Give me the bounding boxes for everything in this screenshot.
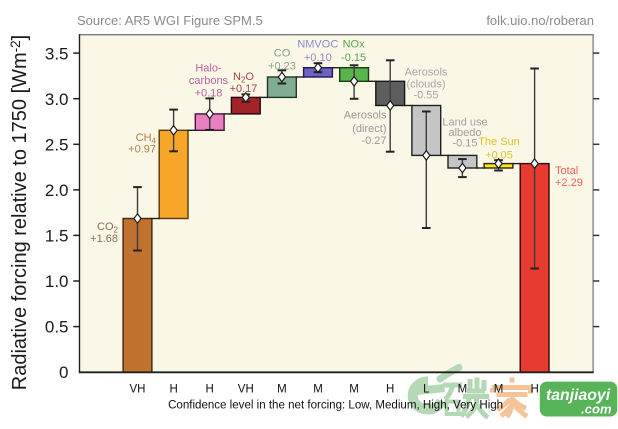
svg-text:M: M <box>458 384 468 396</box>
svg-text:CH4: CH4 <box>136 132 157 146</box>
svg-text:NMVOC: NMVOC <box>297 39 338 51</box>
svg-text:VH: VH <box>238 384 254 396</box>
svg-text:NOx: NOx <box>343 39 366 51</box>
svg-text:+2.29: +2.29 <box>555 177 583 189</box>
svg-text:VH: VH <box>130 384 146 396</box>
svg-text:+0.10: +0.10 <box>304 52 332 64</box>
svg-text:-0.15: -0.15 <box>341 52 366 64</box>
svg-text:3.0: 3.0 <box>45 90 69 109</box>
svg-text:Source: AR5 WGI Figure SPM.5: Source: AR5 WGI Figure SPM.5 <box>77 13 263 28</box>
svg-text:albedo: albedo <box>448 127 481 139</box>
svg-text:0.5: 0.5 <box>45 318 69 337</box>
svg-text:+0.18: +0.18 <box>195 87 223 99</box>
svg-text:H: H <box>386 384 394 396</box>
svg-text:Aerosols: Aerosols <box>344 109 387 121</box>
svg-text:+0.05: +0.05 <box>485 149 513 161</box>
svg-text:The Sun: The Sun <box>478 136 520 148</box>
svg-text:-0.27: -0.27 <box>361 135 386 147</box>
svg-text:-0.15: -0.15 <box>452 138 477 150</box>
svg-text:folk.uio.no/roberan: folk.uio.no/roberan <box>486 13 594 28</box>
svg-text:Land use: Land use <box>442 117 487 129</box>
svg-text:tanjiaoyi: tanjiaoyi <box>546 387 611 404</box>
svg-text:CO2: CO2 <box>97 221 119 235</box>
svg-text:3.5: 3.5 <box>45 44 69 63</box>
svg-text:1.5: 1.5 <box>45 227 69 246</box>
svg-text:H: H <box>530 384 538 396</box>
svg-text:Total: Total <box>555 165 578 177</box>
svg-text:.com: .com <box>581 402 612 417</box>
svg-text:H: H <box>206 384 214 396</box>
svg-text:M: M <box>349 384 359 396</box>
svg-text:-0.55: -0.55 <box>413 90 438 102</box>
svg-text:Aerosols: Aerosols <box>405 67 448 79</box>
svg-text:2.5: 2.5 <box>45 135 69 154</box>
svg-text:0: 0 <box>59 363 68 382</box>
svg-text:(clouds): (clouds) <box>406 79 445 91</box>
svg-text:Radiative forcing relative to: Radiative forcing relative to 1750 [Wm-2… <box>8 35 31 391</box>
svg-text:1.0: 1.0 <box>45 272 69 291</box>
svg-text:H: H <box>169 384 177 396</box>
svg-text:M: M <box>494 384 504 396</box>
svg-text:L: L <box>423 384 430 396</box>
svg-text:Confidence level in the net fo: Confidence level in the net forcing: Low… <box>168 400 503 412</box>
svg-text:2.0: 2.0 <box>45 181 69 200</box>
svg-text:M: M <box>277 384 287 396</box>
svg-text:Halo-: Halo- <box>195 63 222 75</box>
svg-text:CO: CO <box>274 47 291 59</box>
svg-text:(direct): (direct) <box>352 123 386 135</box>
svg-text:+0.97: +0.97 <box>128 144 156 156</box>
svg-text:N2O: N2O <box>233 71 254 85</box>
svg-text:+0.17: +0.17 <box>230 83 258 95</box>
svg-text:M: M <box>313 384 323 396</box>
svg-text:carbons: carbons <box>189 75 229 87</box>
svg-text:+0.23: +0.23 <box>268 61 296 73</box>
svg-text:+1.68: +1.68 <box>90 233 118 245</box>
